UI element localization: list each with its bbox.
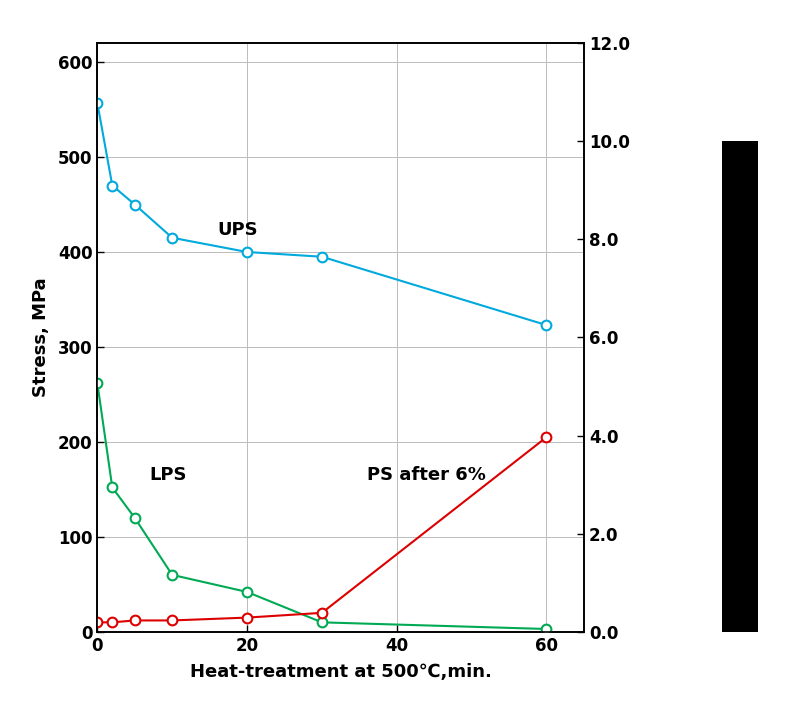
Text: LPS: LPS <box>150 466 187 484</box>
Text: UPS: UPS <box>217 221 258 239</box>
Y-axis label: Stress, MPa: Stress, MPa <box>32 278 49 397</box>
X-axis label: Heat-treatment at 500℃,min.: Heat-treatment at 500℃,min. <box>190 663 491 681</box>
Text: PS after 6%: PS after 6% <box>367 466 486 484</box>
